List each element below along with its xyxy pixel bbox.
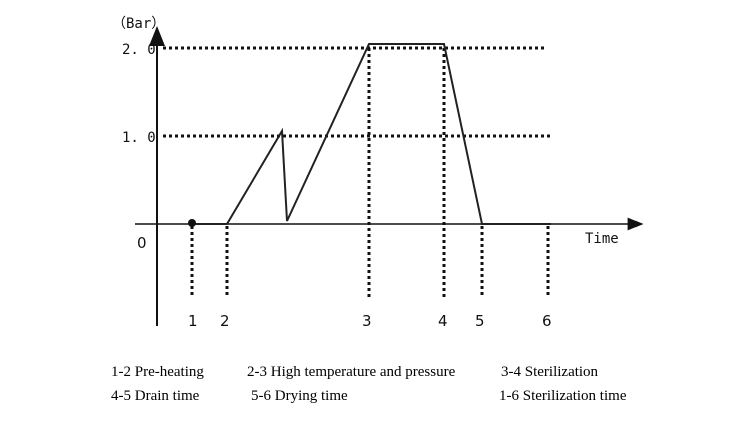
y-tick-1-0: 1. 0 [122, 130, 156, 146]
pressure-profile-line [192, 43, 551, 225]
y-unit-label: （Bar） [112, 16, 165, 32]
legend-sterilization: 3-4 Sterilization [501, 364, 599, 380]
x-point-3: 3 [362, 312, 372, 330]
legend-drain-time: 4-5 Drain time [111, 388, 200, 404]
legend-high-temp-pressure: 2-3 High temperature and pressure [247, 364, 456, 380]
origin-label: 0 [137, 234, 147, 252]
x-axis-title: Time [585, 231, 619, 247]
y-tick-2-0: 2. 0 [122, 42, 156, 58]
start-point [188, 219, 196, 227]
legend-sterilization-time: 1-6 Sterilization time [499, 388, 627, 404]
x-point-4: 4 [438, 312, 448, 330]
x-point-1: 1 [188, 312, 198, 330]
legend-drying-time: 5-6 Drying time [251, 388, 348, 404]
x-point-5: 5 [475, 312, 485, 330]
x-point-2: 2 [220, 312, 230, 330]
legend-pre-heating: 1-2 Pre-heating [111, 364, 204, 380]
x-point-6: 6 [542, 312, 552, 330]
